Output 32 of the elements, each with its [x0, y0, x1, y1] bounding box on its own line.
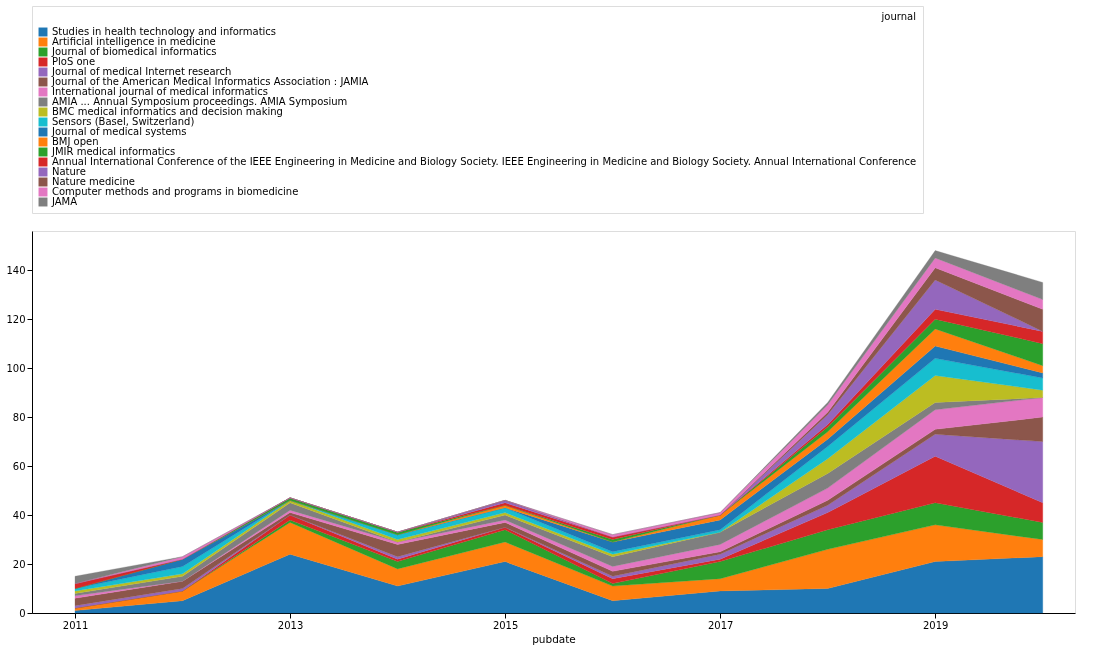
legend-label: Nature medicine: [52, 176, 135, 187]
legend-label: Journal of the American Medical Informatics Association : JAMIA: [51, 76, 369, 87]
legend-label: JMIR medical informatics: [51, 146, 176, 157]
y-tick-label: 60: [12, 460, 26, 472]
y-tick-label: 80: [12, 411, 26, 423]
y-tick-label: 120: [6, 313, 26, 325]
y-tick-label: 20: [12, 558, 26, 570]
legend-label: PloS one: [52, 56, 96, 67]
legend-label: Sensors (Basel, Switzerland): [52, 116, 195, 127]
y-tick-label: 40: [12, 509, 26, 521]
y-tick-label: 0: [19, 607, 26, 619]
legend-label: Annual International Conference of the IEEE Engineering in Medicine and Biology Society. IEEE Engineering in Medicine and Biology Society. Annual International Conference: [52, 156, 917, 167]
y-tick-label: 140: [6, 264, 26, 276]
legend-label: International journal of medical informatics: [52, 86, 268, 97]
x-tick-label: 2019: [922, 619, 949, 631]
legend-label: BMJ open: [52, 136, 99, 147]
legend-label: Computer methods and programs in biomedicine: [52, 186, 299, 197]
legend-label: Journal of biomedical informatics: [51, 46, 217, 57]
x-tick-label: 2013: [277, 619, 304, 631]
y-tick-label: 100: [6, 362, 26, 374]
legend-label: Journal of medical Internet research: [51, 66, 232, 77]
legend-label: Artificial intelligence in medicine: [52, 36, 216, 47]
legend-label: Nature: [52, 166, 86, 177]
legend-title: journal: [880, 11, 916, 22]
legend-label: BMC medical informatics and decision making: [52, 106, 283, 117]
legend-label: AMIA ... Annual Symposium proceedings. AMIA Symposium: [52, 96, 348, 107]
x-tick-label: 2011: [62, 619, 89, 631]
legend-label: Studies in health technology and informatics: [52, 26, 277, 37]
x-tick-label: 2017: [707, 619, 734, 631]
x-axis-title: pubdate: [532, 632, 576, 645]
legend-label: Journal of medical systems: [51, 126, 187, 137]
x-tick-label: 2015: [492, 619, 519, 631]
